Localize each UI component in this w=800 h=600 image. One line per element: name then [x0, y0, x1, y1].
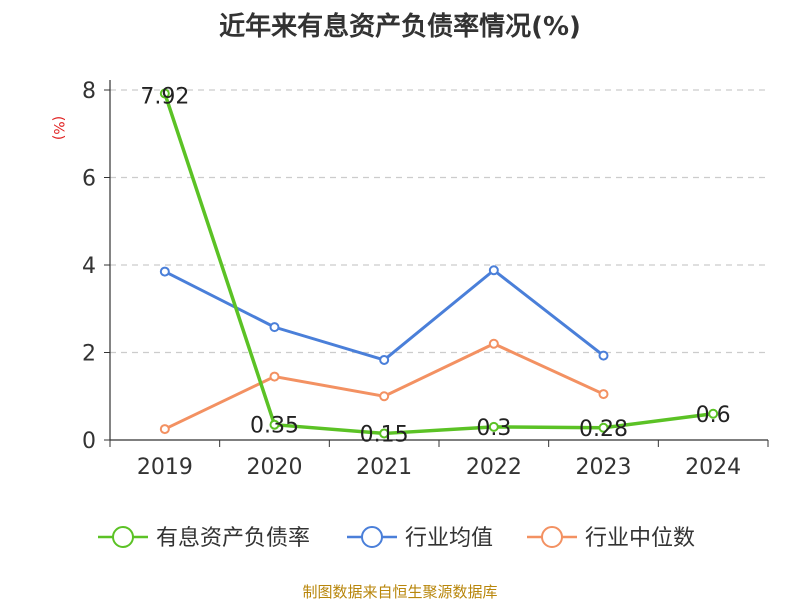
- point-1-2020: [269, 322, 280, 333]
- series-line-1: [164, 268, 605, 362]
- point-2-2019: [159, 424, 170, 435]
- legend-label-2: 行业中位数: [585, 526, 695, 551]
- x-tick-label-2020: 2020: [247, 455, 303, 480]
- point-2-2023: [598, 389, 609, 400]
- series-0: [159, 88, 719, 439]
- y-tick-label-8: 8: [82, 79, 96, 104]
- data-label-2019: 7.92: [140, 85, 189, 110]
- x-tick-label-2022: 2022: [466, 455, 522, 480]
- data-label-2024: 0.6: [696, 403, 731, 428]
- source-note: 制图数据来自恒生聚源数据库: [302, 583, 497, 600]
- legend-item-1: 行业均值: [347, 526, 493, 551]
- y-tick-label-2: 2: [82, 342, 96, 367]
- series-1: [159, 265, 609, 365]
- y-axis-unit-label: (%): [50, 116, 66, 140]
- legend-marker-0: [112, 526, 134, 548]
- legend: 有息资产负债率 行业均值 行业中位数: [98, 526, 695, 551]
- data-label-2023: 0.28: [579, 417, 628, 442]
- chart-title: 近年来有息资产负债率情况(%): [219, 11, 581, 42]
- point-2-2020: [269, 371, 280, 382]
- x-tick-label-2023: 2023: [576, 455, 632, 480]
- point-1-2022: [488, 265, 499, 276]
- legend-marker-1: [361, 526, 383, 548]
- legend-item-0: 有息资产负债率: [98, 526, 310, 551]
- point-0-2020: [269, 419, 280, 430]
- x-tick-label-2021: 2021: [356, 455, 412, 480]
- point-0-2023: [598, 422, 609, 433]
- point-0-2019: [159, 88, 170, 99]
- point-2-2022: [488, 338, 499, 349]
- point-0-2021: [379, 428, 390, 439]
- data-label-2022: 0.3: [476, 416, 511, 441]
- point-0-2024: [708, 408, 719, 419]
- x-tick-label-2024: 2024: [685, 455, 741, 480]
- point-0-2022: [488, 421, 499, 432]
- legend-label-1: 行业均值: [405, 526, 493, 551]
- point-1-2023: [598, 350, 609, 361]
- data-labels: 7.92 0.35 0.15 0.3 0.28 0.6: [140, 85, 730, 448]
- y-tick-label-6: 6: [82, 167, 96, 192]
- legend-item-2: 行业中位数: [527, 526, 695, 551]
- axes: 0 2 4 6 8 2019 2020 2021 2022 2023 2024: [82, 79, 769, 480]
- data-label-2020: 0.35: [250, 414, 299, 439]
- x-tick-label-2019: 2019: [137, 455, 193, 480]
- point-1-2021: [379, 354, 390, 365]
- y-tick-label-0: 0: [82, 429, 96, 454]
- series-layer: [159, 88, 719, 439]
- point-1-2019: [159, 266, 170, 277]
- legend-label-0: 有息资产负债率: [156, 526, 310, 551]
- series-2: [159, 338, 609, 435]
- legend-marker-2: [541, 526, 563, 548]
- y-tick-label-4: 4: [82, 254, 96, 279]
- point-2-2021: [379, 391, 390, 402]
- data-label-2021: 0.15: [360, 422, 409, 447]
- series-line-0: [163, 92, 714, 436]
